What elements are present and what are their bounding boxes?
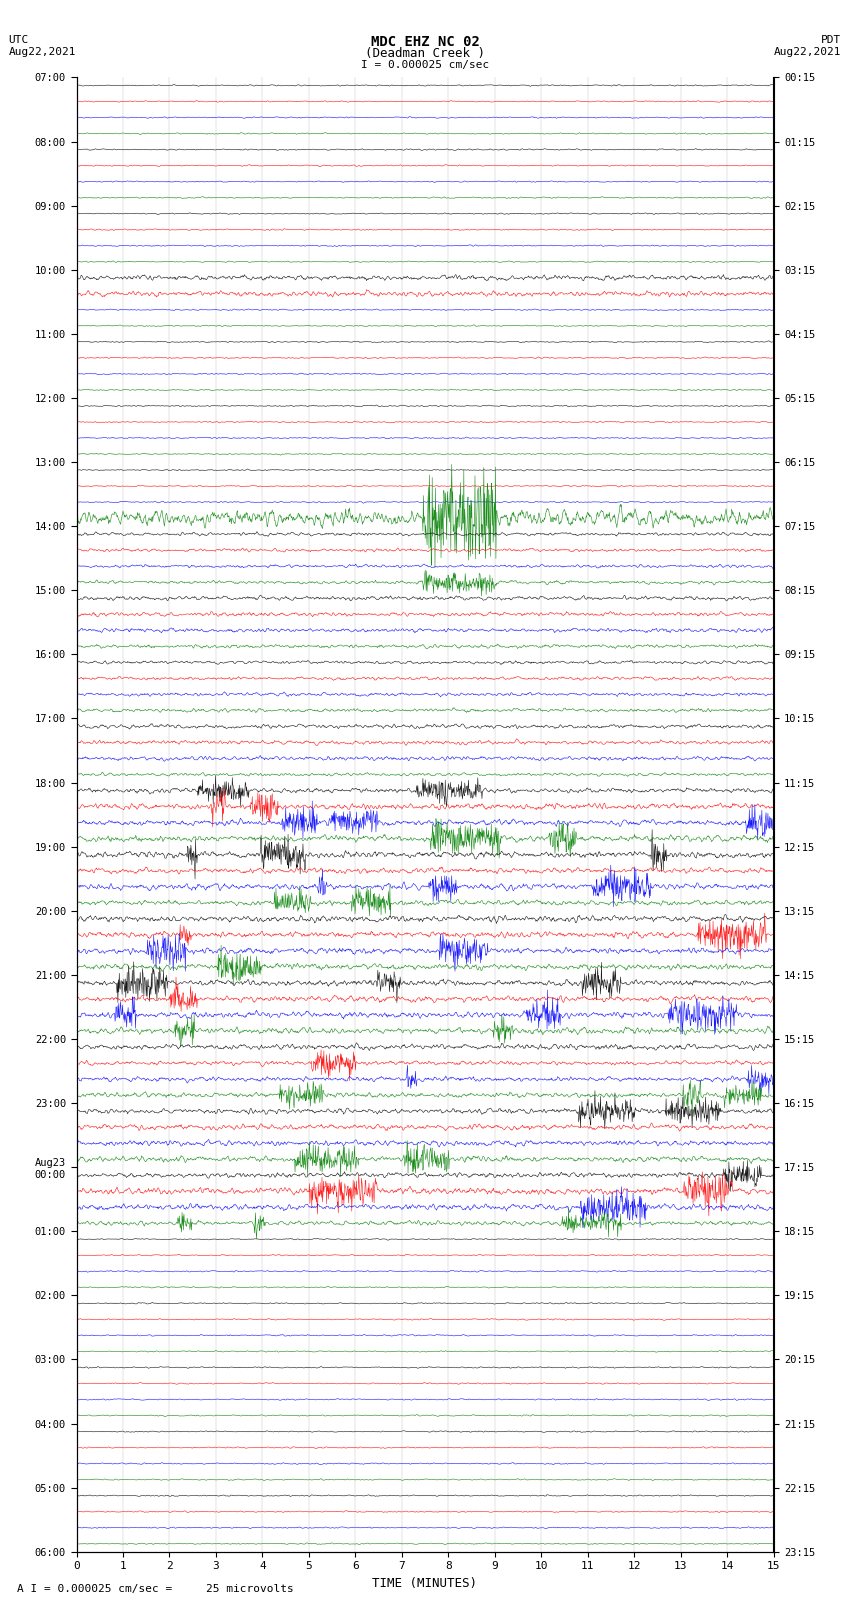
Text: PDT
Aug22,2021: PDT Aug22,2021 (774, 35, 842, 56)
Text: A I = 0.000025 cm/sec =     25 microvolts: A I = 0.000025 cm/sec = 25 microvolts (17, 1584, 294, 1594)
X-axis label: TIME (MINUTES): TIME (MINUTES) (372, 1578, 478, 1590)
Text: (Deadman Creek ): (Deadman Creek ) (365, 47, 485, 60)
Text: MDC EHZ NC 02: MDC EHZ NC 02 (371, 35, 479, 50)
Text: UTC
Aug22,2021: UTC Aug22,2021 (8, 35, 76, 56)
Text: I = 0.000025 cm/sec: I = 0.000025 cm/sec (361, 60, 489, 69)
